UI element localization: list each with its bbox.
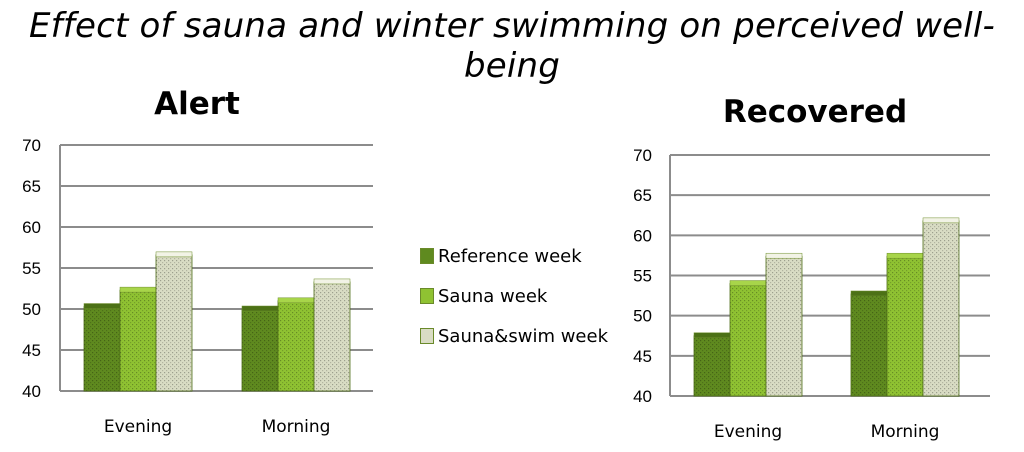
bar-evening-sauna-swim-week <box>155 251 193 392</box>
x-category-label: Evening <box>714 422 782 442</box>
bar-evening-sauna-week <box>119 286 157 392</box>
bar-texture <box>923 220 959 396</box>
legend-swatch-sauna <box>420 288 434 304</box>
bar-morning-sauna-swim-week <box>313 278 351 392</box>
legend-item-sauna-swim: Sauna&swim week <box>420 316 608 356</box>
legend-swatch-sauna-swim <box>420 328 434 344</box>
bar-texture <box>730 283 766 396</box>
y-tick-label: 70 <box>633 146 652 165</box>
bar-evening-sauna-swim-week <box>765 252 803 397</box>
bar-texture <box>694 335 730 396</box>
chart-title-alert: Alert <box>154 86 240 122</box>
y-tick-label: 40 <box>22 382 41 401</box>
y-tick-label: 55 <box>633 267 652 286</box>
bar-evening-reference-week <box>693 332 731 397</box>
bar-morning-sauna-week <box>277 297 315 392</box>
bar-evening-reference-week <box>83 303 121 392</box>
bar-cap <box>313 278 351 285</box>
legend-item-sauna: Sauna week <box>420 276 608 316</box>
y-tick-label: 60 <box>633 226 652 245</box>
y-tick-label: 40 <box>633 387 652 406</box>
bar-morning-reference-week <box>850 290 888 397</box>
bar-morning-sauna-swim-week <box>922 217 960 397</box>
bar-texture <box>887 256 923 396</box>
bar-cap <box>922 217 960 224</box>
legend-label: Sauna&swim week <box>438 325 608 347</box>
bar-texture <box>242 309 278 391</box>
y-tick-label: 65 <box>633 186 652 205</box>
legend-label: Sauna week <box>438 285 548 307</box>
bar-cap <box>765 252 803 259</box>
x-category-label: Morning <box>871 422 940 442</box>
bar-texture <box>84 306 120 391</box>
legend-label: Reference week <box>438 245 582 267</box>
y-tick-label: 45 <box>22 341 41 360</box>
legend-item-reference: Reference week <box>420 236 608 276</box>
y-tick-label: 50 <box>633 307 652 326</box>
bar-cap <box>729 280 767 286</box>
x-category-label: Morning <box>262 417 331 437</box>
bar-texture <box>314 281 350 391</box>
bar-evening-sauna-week <box>729 280 767 397</box>
bar-texture <box>851 293 887 396</box>
y-tick-label: 70 <box>22 136 41 155</box>
bar-cap <box>693 332 731 338</box>
bar-morning-reference-week <box>241 305 279 392</box>
y-tick-label: 45 <box>633 347 652 366</box>
chart-title-recovered: Recovered <box>722 94 908 130</box>
y-tick-label: 55 <box>22 259 41 278</box>
main-title: Effect of sauna and winter swimming on p… <box>28 6 996 86</box>
bar-texture <box>766 256 802 396</box>
bar-cap <box>850 290 888 297</box>
bar-cap <box>886 252 924 259</box>
y-tick-label: 65 <box>22 177 41 196</box>
y-tick-label: 50 <box>22 300 41 319</box>
y-tick-label: 60 <box>22 218 41 237</box>
legend-swatch-reference <box>420 248 434 264</box>
bar-texture <box>156 254 192 391</box>
legend: Reference week Sauna week Sauna&swim wee… <box>420 236 608 356</box>
bar-cap <box>155 251 193 258</box>
bar-morning-sauna-week <box>886 252 924 397</box>
bar-texture <box>120 290 156 391</box>
x-category-label: Evening <box>104 417 172 437</box>
bar-texture <box>278 300 314 391</box>
